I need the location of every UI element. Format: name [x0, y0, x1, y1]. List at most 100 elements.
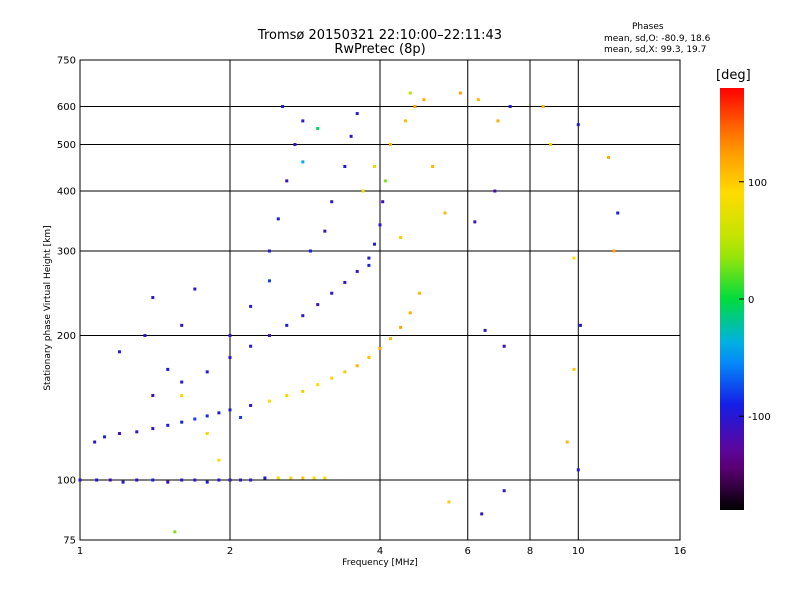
- x-tick-label: 4: [377, 546, 383, 557]
- data-point: [367, 263, 371, 267]
- data-point: [121, 480, 125, 484]
- data-point: [301, 314, 305, 318]
- data-point: [217, 478, 221, 482]
- data-point: [308, 249, 312, 253]
- data-point: [496, 119, 500, 123]
- data-point: [93, 440, 97, 444]
- data-point: [285, 179, 289, 183]
- data-point: [565, 440, 569, 444]
- data-point: [367, 256, 371, 260]
- data-point: [103, 435, 107, 439]
- data-point: [228, 355, 232, 359]
- data-point: [607, 155, 611, 159]
- data-point: [355, 364, 359, 368]
- data-point: [281, 105, 285, 109]
- data-point: [572, 367, 576, 371]
- data-point: [205, 480, 209, 484]
- data-point: [267, 249, 271, 253]
- data-point: [389, 143, 393, 147]
- data-point: [403, 119, 407, 123]
- x-tick-label: 1: [77, 546, 83, 557]
- data-point: [431, 164, 435, 168]
- data-point: [249, 304, 253, 308]
- data-point: [541, 105, 545, 109]
- data-point: [267, 334, 271, 338]
- data-point: [166, 423, 170, 427]
- data-point: [330, 376, 334, 380]
- data-point: [293, 143, 297, 147]
- data-point: [343, 370, 347, 374]
- data-point: [135, 430, 139, 434]
- data-point: [285, 323, 289, 327]
- data-point: [95, 478, 99, 482]
- y-tick-label: 100: [57, 476, 76, 487]
- data-point: [276, 476, 280, 480]
- data-point: [301, 160, 305, 164]
- data-point: [408, 311, 412, 315]
- x-tick-label: 10: [572, 546, 585, 557]
- y-tick-label: 300: [57, 247, 76, 258]
- data-point: [108, 478, 112, 482]
- data-point: [399, 325, 403, 329]
- data-point: [267, 399, 271, 403]
- data-point: [173, 530, 177, 534]
- data-point: [217, 458, 221, 462]
- data-point: [473, 220, 477, 224]
- data-point: [417, 291, 421, 295]
- data-point: [447, 500, 451, 504]
- y-tick-label: 750: [57, 56, 76, 67]
- data-point: [205, 432, 209, 436]
- data-point: [316, 383, 320, 387]
- data-point: [316, 126, 320, 130]
- data-point: [205, 370, 209, 374]
- data-point: [502, 489, 506, 493]
- data-point: [217, 411, 221, 415]
- data-point: [267, 279, 271, 283]
- data-point: [301, 476, 305, 480]
- colorbar-unit-label: [deg]: [716, 68, 751, 83]
- colorbar-tick-label: 100: [748, 178, 767, 189]
- data-point: [330, 291, 334, 295]
- data-point: [576, 468, 580, 472]
- data-point: [378, 346, 382, 350]
- x-tick-label: 2: [227, 546, 233, 557]
- data-point: [355, 269, 359, 273]
- data-point: [249, 478, 253, 482]
- chart-title-line1: Tromsø 20150321 22:10:00–22:11:43: [257, 28, 503, 43]
- data-point: [476, 98, 480, 102]
- data-point: [458, 91, 462, 95]
- data-point: [493, 189, 497, 193]
- data-point: [117, 350, 121, 354]
- data-point: [180, 394, 184, 398]
- data-point: [239, 478, 243, 482]
- x-axis-label: Frequency [MHz]: [342, 558, 418, 568]
- data-point: [180, 420, 184, 424]
- data-point: [399, 236, 403, 240]
- data-point: [480, 512, 484, 516]
- data-point: [443, 211, 447, 215]
- data-point: [508, 105, 512, 109]
- data-point: [289, 476, 293, 480]
- data-point: [135, 478, 139, 482]
- data-point: [301, 119, 305, 123]
- data-point: [180, 380, 184, 384]
- data-point: [151, 427, 155, 431]
- x-tick-label: 8: [527, 546, 533, 557]
- data-point: [378, 223, 382, 227]
- data-point: [166, 367, 170, 371]
- data-point: [381, 200, 385, 204]
- y-tick-label: 500: [57, 140, 76, 151]
- data-point: [343, 280, 347, 284]
- data-point: [249, 403, 253, 407]
- data-point: [355, 112, 359, 116]
- data-point: [276, 217, 280, 221]
- data-point: [166, 480, 170, 484]
- data-point: [483, 328, 487, 332]
- data-point: [301, 389, 305, 393]
- data-point: [612, 249, 616, 253]
- data-point: [408, 91, 412, 95]
- data-point: [285, 394, 289, 398]
- data-point: [239, 415, 243, 419]
